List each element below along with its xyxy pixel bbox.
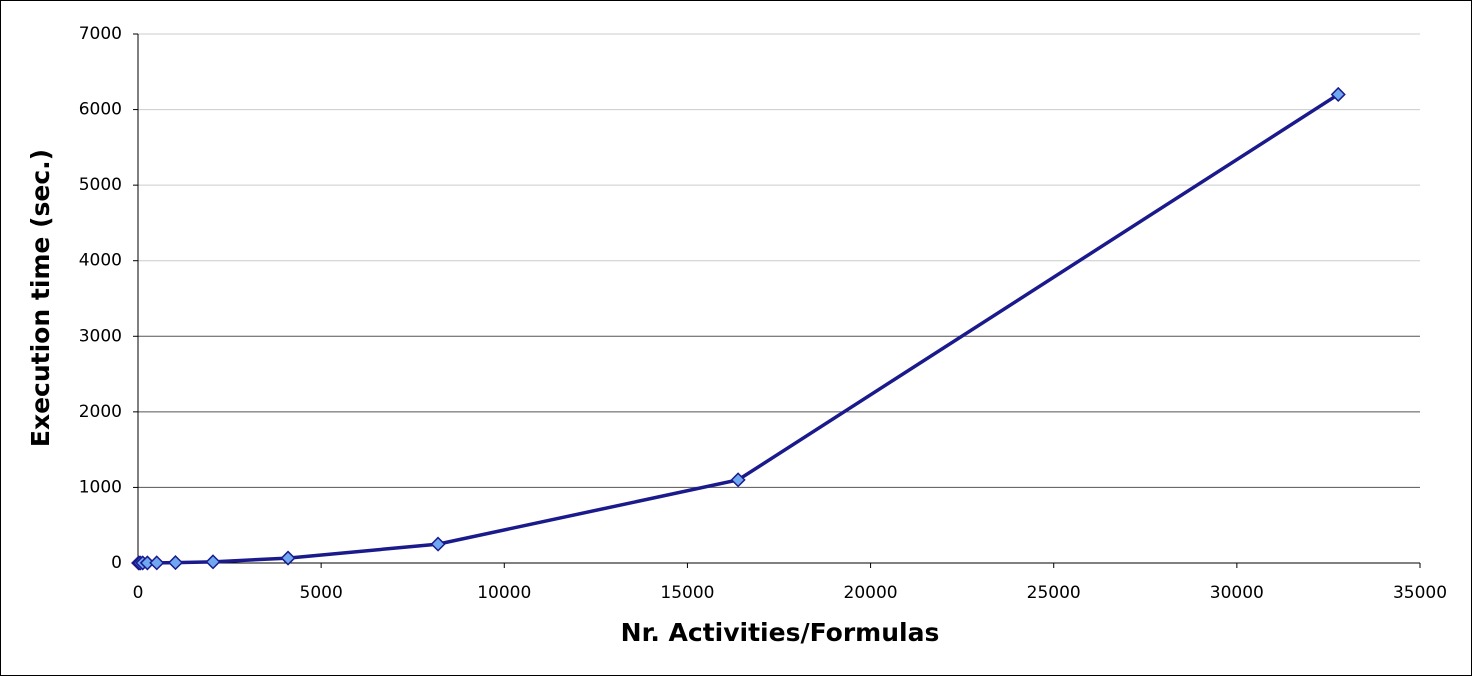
- x-tick-label: 10000: [477, 583, 531, 603]
- data-point: [430, 536, 446, 552]
- x-axis-title: Nr. Activities/Formulas: [621, 618, 940, 647]
- data-point: [149, 555, 165, 571]
- y-axis-title: Execution time (sec.): [26, 149, 55, 447]
- y-tick-label: 0: [111, 553, 122, 573]
- y-tick-label: 3000: [79, 326, 122, 346]
- y-tick-label: 6000: [79, 100, 122, 120]
- x-tick-label: 15000: [660, 583, 714, 603]
- data-point: [730, 472, 746, 488]
- x-tick-label: 20000: [844, 583, 898, 603]
- data-point: [280, 550, 296, 566]
- x-tick-label: 25000: [1027, 583, 1081, 603]
- y-tick-label: 2000: [79, 402, 122, 422]
- y-tick-label: 5000: [79, 175, 122, 195]
- x-tick-label: 35000: [1393, 583, 1447, 603]
- y-tick-label: 1000: [79, 477, 122, 497]
- x-tick-label: 30000: [1210, 583, 1264, 603]
- y-tick-label: 4000: [79, 251, 122, 271]
- x-tick-label: 5000: [300, 583, 343, 603]
- data-point: [205, 554, 221, 570]
- y-tick-label: 7000: [79, 24, 122, 44]
- x-tick-label: 0: [133, 583, 144, 603]
- data-point: [1330, 86, 1346, 103]
- data-point: [167, 555, 184, 571]
